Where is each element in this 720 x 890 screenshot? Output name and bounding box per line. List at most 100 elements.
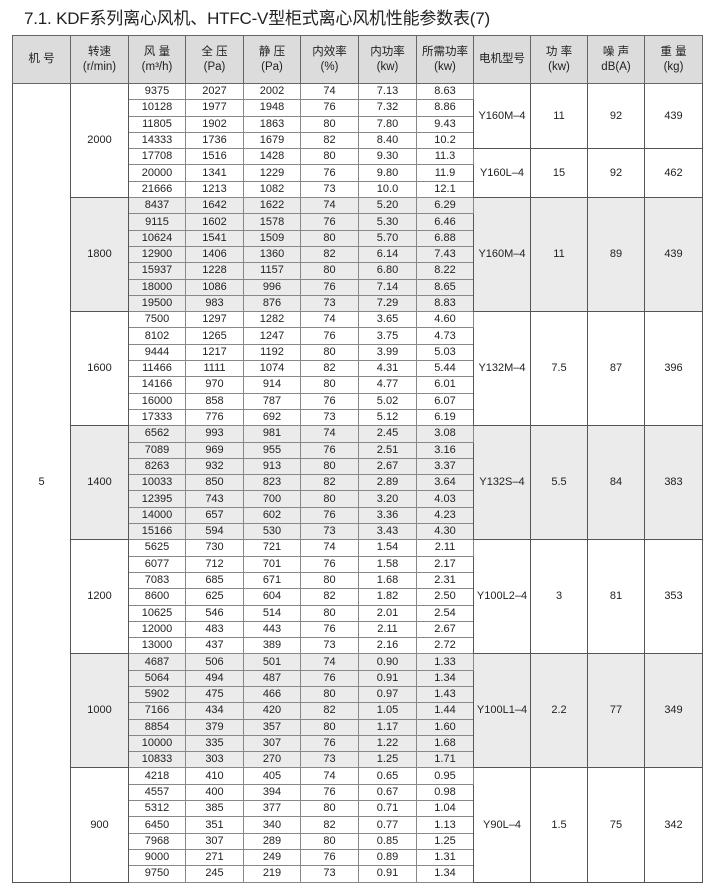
data-cell: 9115 [128,213,186,231]
data-cell: 3.08 [416,425,474,443]
data-cell: 394 [243,783,301,802]
data-cell: 434 [185,702,244,720]
data-cell: 249 [243,848,301,867]
page-title: 7.1. KDF系列离心风机、HTFC-V型柜式离心风机性能参数表(7) [24,9,490,28]
data-cell: 303 [185,751,244,769]
data-cell: 494 [185,669,244,687]
data-cell: 76 [300,441,359,459]
data-cell: 0.89 [358,848,417,867]
header-unit: (kg) [663,60,684,73]
data-cell: 10833 [128,751,186,769]
data-cell: 15166 [128,523,186,541]
data-cell: 76 [300,848,359,867]
motor-noise-cell: 92 [587,82,645,150]
data-cell: 10000 [128,734,186,753]
table-row: 20000 1341 1229 76 9.80 11.9 [13,164,703,182]
data-cell: 1679 [243,131,301,150]
data-cell: 10128 [128,99,186,117]
header-line1: 重 量 [660,45,687,58]
data-cell: 5312 [128,800,186,818]
data-cell: 76 [300,620,359,639]
data-cell: 270 [243,751,301,769]
data-cell: 1736 [185,131,244,150]
data-cell: 76 [300,99,359,117]
data-cell: 10625 [128,604,186,622]
column-header: 转速 (r/min) [70,35,129,84]
data-cell: 9.43 [416,115,474,133]
motor-power-cell: 5.5 [530,425,588,541]
data-cell: 3.36 [358,506,417,525]
data-cell: 385 [185,800,244,818]
data-cell: 4.31 [358,360,417,378]
data-cell: 2.67 [358,457,417,476]
motor-model-cell: Y132S–4 [473,425,531,541]
data-cell: 11.9 [416,164,474,182]
table-row: 5064 494 487 76 0.91 1.34 [13,669,703,687]
data-cell: 2.16 [358,637,417,655]
data-cell: 5.02 [358,392,417,410]
header-row: 机 号 转速 (r/min) 风 量 (m³/h) 全 压 (Pa) 静 压 (Pa) 内效率 (%… [12,35,703,84]
motor-weight-cell: 383 [644,425,703,541]
data-cell: 983 [185,294,244,313]
table-row: 17708 1516 1428 80 9.30 11.3 Y160L–4 15 92 462 [13,148,703,199]
data-cell: 19500 [128,294,186,313]
data-cell: 7.43 [416,245,474,264]
column-header: 所需功率 (kw) [416,35,474,84]
data-cell: 4.60 [416,311,474,329]
data-cell: 0.65 [358,767,417,785]
motor-weight-cell: 462 [644,148,703,199]
data-cell: 1.13 [416,816,474,834]
data-cell: 80 [300,685,359,704]
data-cell: 1.34 [416,865,474,883]
motor-model-cell: Y100L2–4 [473,539,531,655]
data-cell: 1.68 [416,734,474,753]
data-cell: 914 [243,376,301,394]
data-cell: 340 [243,816,301,834]
speed-cell: 1600 [70,311,129,427]
data-cell: 712 [185,555,244,573]
data-cell: 743 [185,490,244,508]
data-cell: 1642 [185,197,244,215]
header-line1: 电机型号 [479,53,525,65]
header-line1: 机 号 [28,53,55,65]
data-cell: 594 [185,523,244,541]
data-cell: 8.22 [416,262,474,280]
data-cell: 1.60 [416,718,474,736]
data-cell: 400 [185,783,244,802]
data-cell: 80 [300,376,359,394]
data-cell: 1.31 [416,848,474,867]
header-unit: (kw) [548,60,570,73]
data-cell: 10033 [128,474,186,492]
table-row: 5312 385 377 80 0.71 1.04 [13,800,703,818]
data-cell: 11805 [128,115,186,133]
data-cell: 970 [185,376,244,394]
speed-cell: 1200 [70,539,129,655]
data-cell: 80 [300,490,359,508]
data-cell: 7166 [128,702,186,720]
data-cell: 405 [243,767,301,785]
data-cell: 1086 [185,278,244,296]
data-cell: 20000 [128,164,186,182]
data-cell: 701 [243,555,301,573]
data-cell: 74 [300,539,359,557]
table-row: 1600 7500 1297 1282 74 3.65 4.60 Y132M–4 7.5 87 39… [13,311,703,427]
data-cell: 4.23 [416,506,474,525]
motor-model-cell: Y160L–4 [473,148,531,199]
data-cell: 913 [243,457,301,476]
data-cell: 307 [185,832,244,850]
data-cell: 4687 [128,653,186,671]
data-cell: 357 [243,718,301,736]
data-cell: 3.65 [358,311,417,329]
motor-power-cell: 15 [530,148,588,199]
data-cell: 8.63 [416,82,474,101]
data-cell: 6077 [128,555,186,573]
data-cell: 73 [300,751,359,769]
column-header: 机 号 [12,35,71,84]
header-unit: (m³/h) [141,60,173,73]
data-cell: 993 [185,425,244,443]
data-cell: 776 [185,408,244,427]
table-row: 8854 379 357 80 1.17 1.60 [13,718,703,736]
data-cell: 1.43 [416,685,474,704]
data-cell: 18000 [128,278,186,296]
data-cell: 6.14 [358,245,417,264]
